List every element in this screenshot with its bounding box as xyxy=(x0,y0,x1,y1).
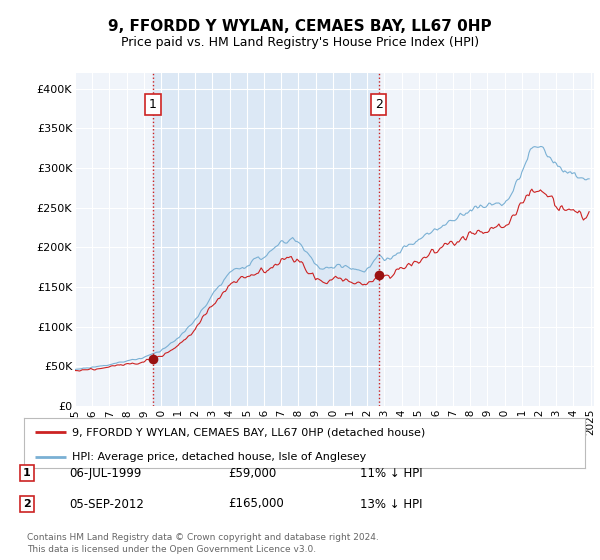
Text: 9, FFORDD Y WYLAN, CEMAES BAY, LL67 0HP (detached house): 9, FFORDD Y WYLAN, CEMAES BAY, LL67 0HP … xyxy=(71,427,425,437)
Text: 11% ↓ HPI: 11% ↓ HPI xyxy=(360,466,422,480)
Text: 1: 1 xyxy=(23,468,31,478)
Text: 06-JUL-1999: 06-JUL-1999 xyxy=(69,466,142,480)
Text: 9, FFORDD Y WYLAN, CEMAES BAY, LL67 0HP: 9, FFORDD Y WYLAN, CEMAES BAY, LL67 0HP xyxy=(108,20,492,34)
Text: 2: 2 xyxy=(23,499,31,509)
Text: HPI: Average price, detached house, Isle of Anglesey: HPI: Average price, detached house, Isle… xyxy=(71,452,366,462)
Text: £59,000: £59,000 xyxy=(228,466,276,480)
Text: This data is licensed under the Open Government Licence v3.0.: This data is licensed under the Open Gov… xyxy=(27,545,316,554)
Text: £165,000: £165,000 xyxy=(228,497,284,511)
Text: 1: 1 xyxy=(149,98,157,111)
Text: Price paid vs. HM Land Registry's House Price Index (HPI): Price paid vs. HM Land Registry's House … xyxy=(121,36,479,49)
Text: 13% ↓ HPI: 13% ↓ HPI xyxy=(360,497,422,511)
Bar xyxy=(153,73,379,406)
Text: 05-SEP-2012: 05-SEP-2012 xyxy=(69,497,144,511)
Text: Contains HM Land Registry data © Crown copyright and database right 2024.: Contains HM Land Registry data © Crown c… xyxy=(27,533,379,542)
Text: 2: 2 xyxy=(375,98,383,111)
